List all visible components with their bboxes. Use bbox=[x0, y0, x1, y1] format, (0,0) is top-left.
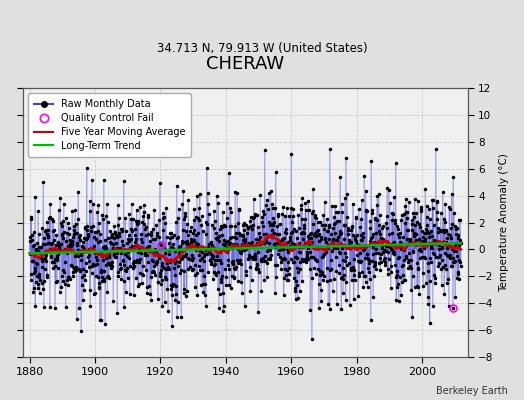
Legend: Raw Monthly Data, Quality Control Fail, Five Year Moving Average, Long-Term Tren: Raw Monthly Data, Quality Control Fail, … bbox=[28, 93, 191, 157]
Y-axis label: Temperature Anomaly (°C): Temperature Anomaly (°C) bbox=[499, 153, 509, 292]
Text: Berkeley Earth: Berkeley Earth bbox=[436, 386, 508, 396]
Text: 34.713 N, 79.913 W (United States): 34.713 N, 79.913 W (United States) bbox=[157, 42, 367, 55]
Title: CHERAW: CHERAW bbox=[206, 55, 285, 73]
